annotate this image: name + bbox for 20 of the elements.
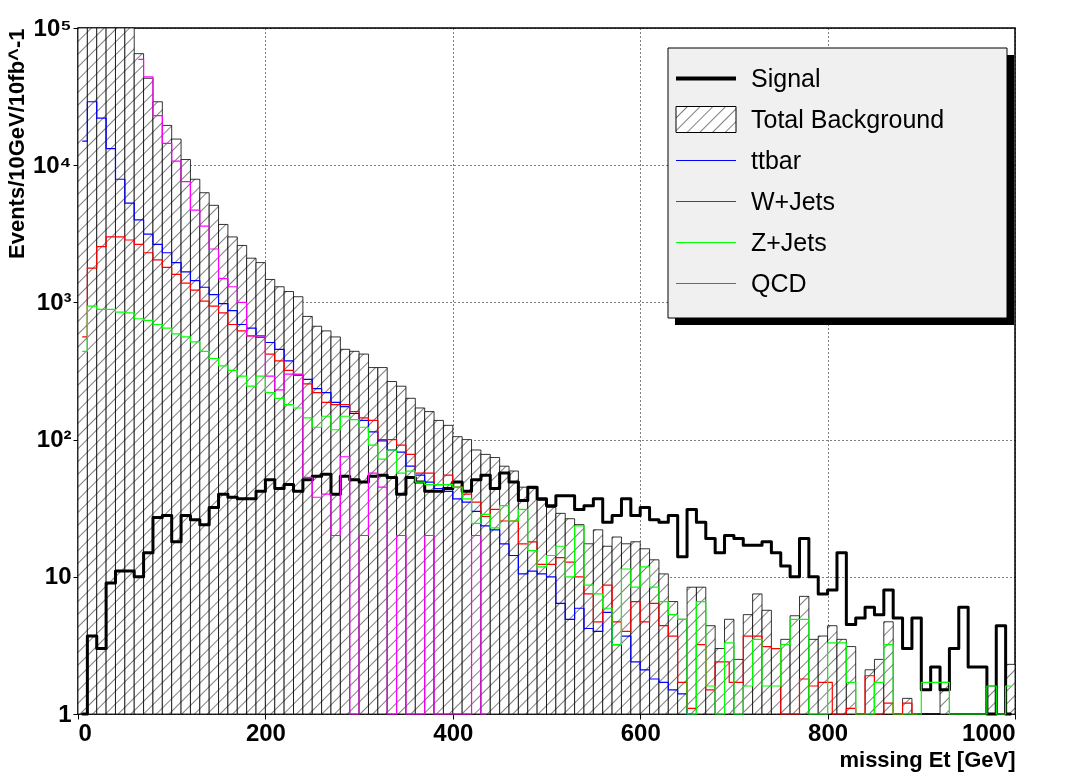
- x-tick-label: 1000: [962, 718, 1016, 746]
- x-tick-label: 0: [78, 718, 92, 746]
- y-tick-label: 10: [44, 562, 72, 590]
- legend-label: QCD: [751, 268, 807, 297]
- y-axis-title: Events/10GeV/10fb^-1: [3, 28, 29, 260]
- y-tick-label: 1: [58, 699, 72, 727]
- legend-label: Total Background: [751, 104, 945, 133]
- x-axis-title: missing Et [GeV]: [839, 746, 1016, 772]
- x-tick-label: 400: [433, 718, 474, 746]
- y-tick-label: 10³: [36, 287, 72, 315]
- y-tick-label: 10²: [36, 425, 72, 453]
- legend-label: Signal: [751, 63, 821, 92]
- x-tick-label: 600: [620, 718, 661, 746]
- x-tick-label: 800: [808, 718, 849, 746]
- x-tick-label: 200: [245, 718, 286, 746]
- y-tick-label: 10⁵: [33, 13, 72, 41]
- legend-label: ttbar: [751, 145, 802, 174]
- legend-label: W+Jets: [751, 186, 836, 215]
- legend-label: Z+Jets: [751, 227, 827, 256]
- y-tick-label: 10⁴: [32, 150, 72, 178]
